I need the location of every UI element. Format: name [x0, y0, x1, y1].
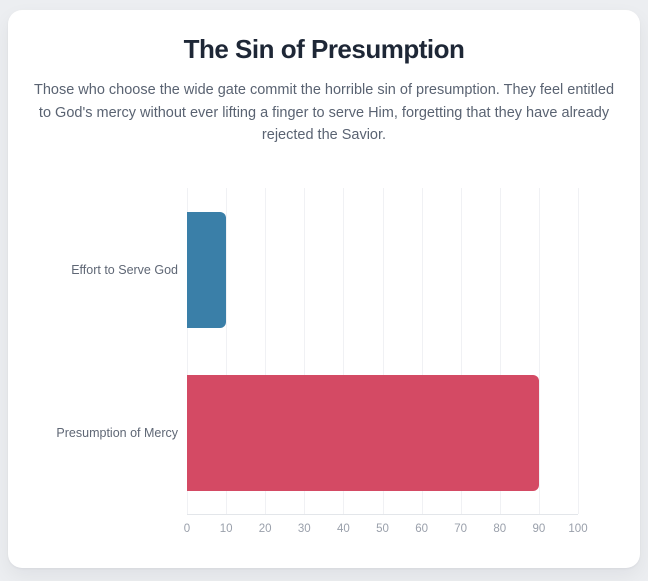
chart-card: The Sin of Presumption Those who choose … [8, 10, 640, 568]
bar-chart: Effort to Serve God Presumption of Mercy … [8, 188, 640, 548]
x-tick-label: 40 [336, 523, 350, 535]
chart-bar [187, 374, 539, 491]
x-tick-label: 90 [532, 523, 546, 535]
gridline [499, 188, 501, 514]
gridline [460, 188, 462, 514]
chart-subtitle: Those who choose the wide gate commit th… [33, 82, 615, 143]
x-tick-label: 20 [258, 523, 272, 535]
x-axis-labels: 0 10 20 30 40 50 60 70 80 90 100 [183, 522, 588, 538]
category-label: Presumption of Mercy [56, 425, 178, 440]
x-tick-label: 100 [568, 523, 588, 535]
x-tick-label: 70 [454, 523, 468, 535]
gridline [187, 188, 188, 514]
gridline [578, 188, 579, 514]
gridline [265, 188, 267, 514]
category-label: Effort to Serve God [71, 262, 178, 277]
gridline [382, 188, 384, 514]
x-tick-label: 80 [493, 523, 507, 535]
y-axis-labels: Effort to Serve God Presumption of Mercy [8, 188, 178, 514]
x-tick-label: 10 [219, 523, 233, 535]
x-tick-label: 30 [297, 523, 311, 535]
gridline [304, 188, 306, 514]
gridline [343, 188, 345, 514]
gridline [538, 188, 540, 514]
x-tick-label: 60 [415, 523, 428, 535]
gridline [226, 188, 228, 514]
x-tick-label: 0 [183, 523, 191, 535]
x-tick-label: 50 [376, 523, 389, 535]
chart-bar [187, 211, 227, 328]
plot-area [187, 188, 579, 515]
gridline [421, 188, 423, 514]
chart-title: The Sin of Presumption [183, 34, 465, 64]
